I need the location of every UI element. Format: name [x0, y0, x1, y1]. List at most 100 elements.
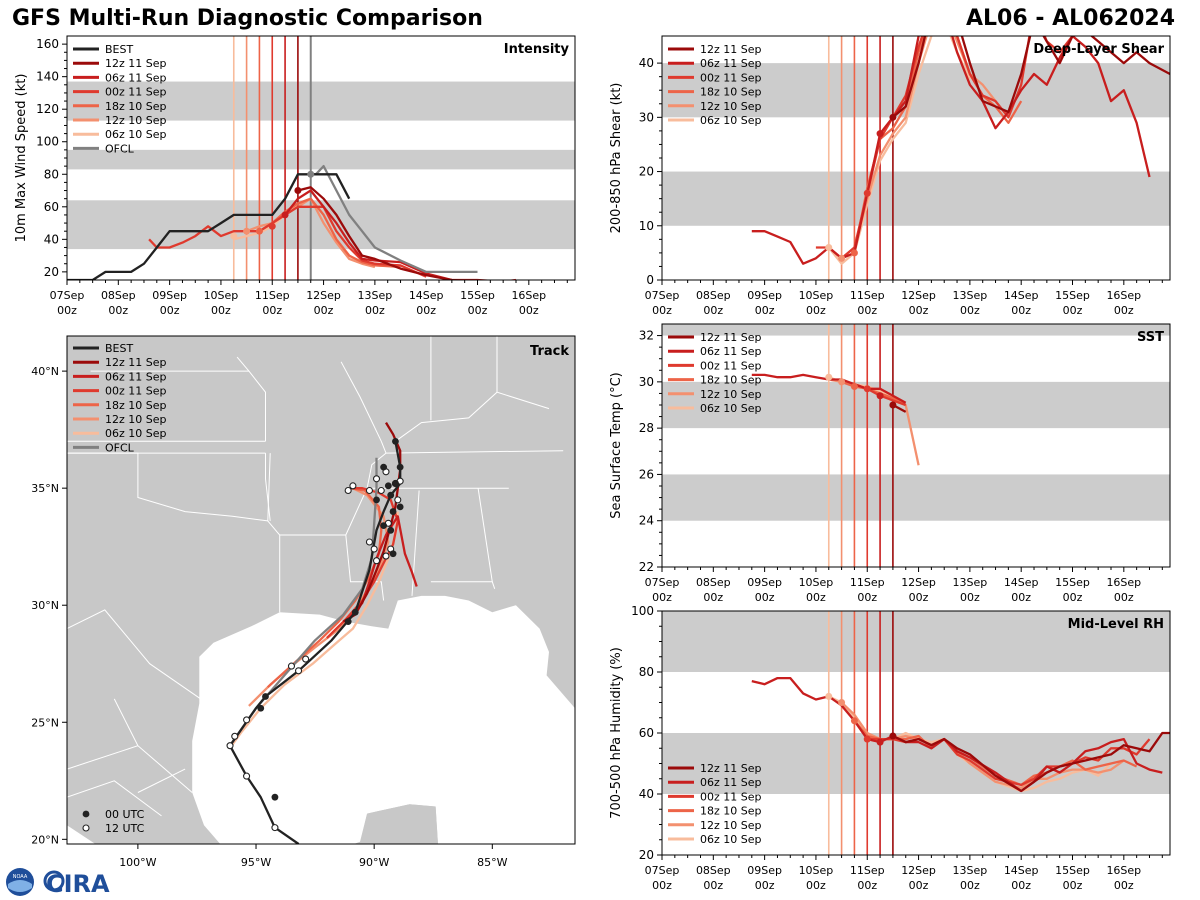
intensity-series-line [67, 173, 351, 280]
intensity-xtick-label: 11Sep [255, 289, 290, 302]
track-legend-label: 18z 10 Sep [105, 399, 167, 412]
sst-ytick-label: 30 [639, 375, 654, 389]
track-point-00utc [389, 508, 397, 515]
sst-band [662, 474, 1170, 521]
intensity-ytick-label: 60 [44, 200, 59, 214]
state-border [265, 453, 271, 521]
intensity-series-line [258, 197, 401, 269]
rh-init-marker [838, 699, 846, 706]
intensity-xtick-label: 16Sep [511, 289, 546, 302]
intensity-band [67, 149, 575, 170]
rh-xtick-label: 13Sep [953, 864, 988, 877]
shear-series-line [892, 36, 1170, 119]
sst-xtick-label: 12Sep [901, 576, 936, 589]
cira-text: CIRA [46, 870, 110, 898]
track-point-00utc [392, 480, 399, 487]
rh-xtick-label: 11Sep [850, 864, 885, 877]
track-point-00utc [373, 496, 380, 504]
intensity-series-line [310, 164, 478, 274]
track-xtick-label: 85°W [477, 856, 507, 869]
rh-band [662, 611, 1170, 672]
legend-00utc-marker [82, 810, 90, 818]
shear-xtick-sublabel: 00z [1114, 304, 1134, 317]
track-point-12utc [372, 557, 381, 565]
rh-xtick-sublabel: 00z [1114, 879, 1134, 892]
track-point-00utc [396, 503, 404, 511]
track-title: Track [530, 344, 569, 359]
sst-init-marker [850, 382, 858, 390]
shear-title: Deep-Layer Shear [1033, 42, 1164, 57]
shear-series-line [827, 36, 971, 265]
track-xtick-label: 90°W [359, 856, 389, 869]
intensity-series-line [284, 189, 516, 280]
rh-init-marker [863, 735, 871, 743]
rh-xtick-label: 09Sep [747, 864, 782, 877]
sst-legend-label: 06z 11 Sep [700, 345, 762, 358]
intensity-xtick-label: 10Sep [204, 289, 239, 302]
intensity-ytick-label: 160 [36, 37, 59, 51]
track-legend-label: OFCL [105, 441, 135, 454]
track-ytick-label: 35°N [31, 482, 59, 495]
intensity-xtick-label: 13Sep [358, 289, 393, 302]
intensity-xtick-sublabel: 00z [262, 304, 282, 317]
state-border [477, 488, 493, 582]
track-point-12utc [370, 545, 378, 553]
pacific-ocean [67, 825, 96, 844]
intensity-ytick-label: 140 [36, 70, 59, 84]
sst-init-marker [863, 385, 871, 393]
track-point-12utc [302, 655, 310, 663]
rh-init-marker [825, 692, 833, 700]
shear-xtick-label: 07Sep [645, 289, 680, 302]
rh-ytick-label: 20 [639, 848, 654, 862]
rh-ylabel: 700-500 hPa Humidity (%) [609, 647, 624, 819]
rh-legend-label: 00z 11 Sep [700, 790, 762, 803]
shear-xtick-sublabel: 00z [1011, 304, 1031, 317]
shear-ylabel: 200-850 hPa Shear (kt) [609, 83, 624, 234]
shear-ytick-label: 20 [639, 165, 654, 179]
sst-xtick-sublabel: 00z [806, 591, 826, 604]
state-border [345, 441, 387, 536]
shear-init-marker [863, 189, 871, 197]
track-point-12utc [287, 662, 296, 670]
shear-xtick-label: 09Sep [747, 289, 782, 302]
track-point-00utc [387, 526, 395, 534]
rh-ytick-label: 40 [639, 787, 654, 801]
intensity-xtick-sublabel: 00z [160, 304, 180, 317]
intensity-legend-label: BEST [105, 43, 133, 56]
sst-xtick-sublabel: 00z [960, 591, 980, 604]
track-point-00utc [380, 463, 388, 471]
sst-init-marker [889, 401, 897, 409]
shear-init-marker [876, 130, 884, 138]
track-ytick-label: 30°N [31, 599, 59, 612]
intensity-xtick-sublabel: 00z [314, 304, 334, 317]
sst-ytick-label: 24 [639, 514, 654, 528]
intensity-legend-label: 06z 11 Sep [105, 71, 167, 84]
track-legend-label: 00z 11 Sep [105, 385, 167, 398]
shear-xtick-label: 13Sep [953, 289, 988, 302]
track-point-12utc [365, 486, 373, 495]
track-point-00utc [396, 463, 404, 471]
shear-init-marker [889, 113, 897, 121]
sst-xtick-sublabel: 00z [857, 591, 877, 604]
track-point-00utc [271, 793, 279, 801]
rh-xtick-sublabel: 00z [857, 879, 877, 892]
gulf-of-mexico [192, 595, 575, 844]
rh-xtick-sublabel: 00z [1063, 879, 1083, 892]
sst-legend-label: 12z 10 Sep [700, 388, 762, 401]
track-line [229, 511, 399, 749]
rh-xtick-sublabel: 00z [755, 879, 775, 892]
track-ytick-label: 20°N [31, 833, 59, 846]
track-map-area [67, 336, 575, 844]
sst-xtick-label: 15Sep [1055, 576, 1090, 589]
sst-band [662, 381, 1170, 429]
rh-init-marker [876, 738, 884, 746]
rh-xtick-label: 15Sep [1055, 864, 1090, 877]
track-point-12utc [365, 538, 373, 546]
rh-xtick-sublabel: 00z [703, 879, 723, 892]
track-point-12utc [243, 716, 251, 724]
intensity-ylabel: 10m Max Wind Speed (kt) [14, 74, 29, 243]
rh-xtick-label: 14Sep [1004, 864, 1039, 877]
rh-ytick-label: 60 [639, 726, 654, 740]
shear-ytick-label: 30 [639, 110, 654, 124]
figure-title: GFS Multi-Run Diagnostic Comparison [12, 6, 483, 31]
